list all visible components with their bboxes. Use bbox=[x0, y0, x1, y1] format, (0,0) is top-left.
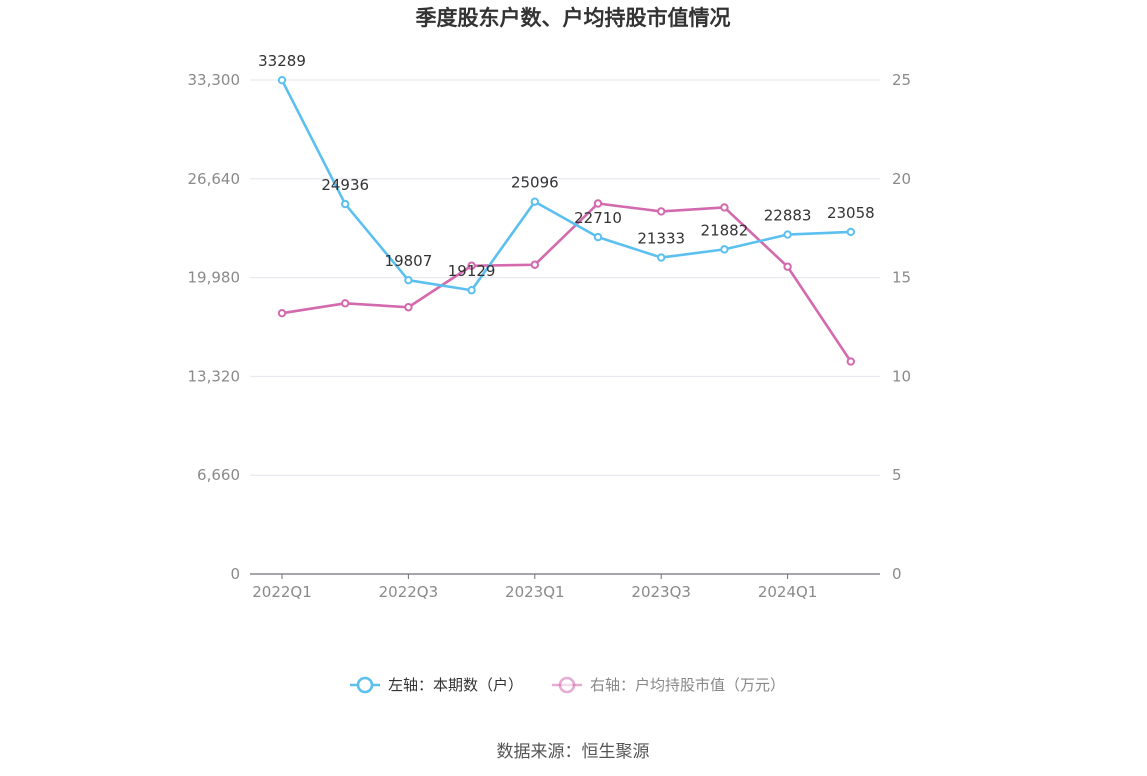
data-point-right bbox=[404, 303, 413, 312]
data-label: 21333 bbox=[637, 230, 685, 248]
data-point-right bbox=[467, 261, 476, 270]
data-label: 23058 bbox=[827, 204, 875, 222]
data-point-left bbox=[277, 75, 287, 85]
y-right-tick-label: 10 bbox=[892, 367, 911, 385]
y-left-tick-label: 6,660 bbox=[197, 466, 240, 484]
y-left-tick-label: 13,320 bbox=[188, 367, 241, 385]
chart-title: 季度股东户数、户均持股市值情况 bbox=[416, 6, 731, 30]
data-label: 33289 bbox=[258, 52, 306, 70]
legend-marker bbox=[356, 676, 374, 694]
data-point-left bbox=[593, 232, 603, 242]
axes: 0 6,660 13,320 19,980 26,640 33,300 0 5 10 15 20 25… bbox=[188, 71, 912, 601]
y-right-tick-label: 0 bbox=[892, 565, 902, 583]
y-left-tick-label: 33,300 bbox=[188, 71, 241, 89]
data-point-right bbox=[593, 199, 603, 208]
y-right-tick-label: 15 bbox=[892, 269, 911, 287]
y-left-tick-label: 26,640 bbox=[188, 170, 241, 188]
data-point-left bbox=[530, 197, 539, 206]
data-point-left bbox=[846, 227, 855, 237]
data-point-left bbox=[404, 275, 413, 285]
legend-marker bbox=[558, 676, 576, 694]
grid-lines bbox=[250, 79, 880, 476]
data-point-right bbox=[846, 357, 855, 366]
y-right-tick-label: 20 bbox=[892, 170, 911, 188]
data-label: 19129 bbox=[448, 262, 496, 280]
data-point-left bbox=[720, 245, 729, 254]
data-label: 24936 bbox=[321, 176, 369, 194]
data-point-left bbox=[783, 230, 792, 239]
x-tick-label: 2022Q3 bbox=[379, 583, 439, 601]
legend-item-1[interactable]: 右轴：户均持股市值（万元） bbox=[552, 676, 785, 694]
legend-item-0[interactable]: 左轴：本期数（户） bbox=[350, 676, 523, 694]
data-point-right bbox=[657, 207, 666, 216]
y-right-tick-label: 5 bbox=[892, 466, 902, 484]
series-line-right bbox=[281, 202, 852, 363]
data-label: 21882 bbox=[701, 221, 749, 239]
y-left-tick-label: 0 bbox=[230, 565, 240, 583]
data-label: 22883 bbox=[764, 207, 812, 225]
x-tick-label: 2023Q3 bbox=[631, 583, 691, 601]
data-point-right bbox=[277, 308, 287, 318]
legend[interactable]: 左轴：本期数（户） 右轴：户均持股市值（万元） bbox=[350, 676, 785, 694]
series-line-left bbox=[280, 79, 851, 292]
data-point-right bbox=[341, 299, 350, 308]
legend-label: 左轴：本期数（户） bbox=[388, 676, 523, 694]
data-point-right bbox=[530, 260, 539, 269]
x-tick-label: 2024Q1 bbox=[758, 583, 818, 601]
series-layer bbox=[277, 75, 855, 366]
data-point-right bbox=[720, 203, 729, 212]
data-point-right bbox=[783, 262, 792, 271]
x-tick-label: 2022Q1 bbox=[252, 583, 312, 601]
y-left-tick-label: 19,980 bbox=[188, 269, 241, 287]
data-point-left bbox=[657, 253, 666, 262]
data-labels: 33289 24936 19807 19129 25096 22710 21333 21882… bbox=[258, 52, 875, 280]
data-label: 22710 bbox=[574, 209, 622, 227]
y-right-tick-label: 25 bbox=[892, 71, 911, 89]
data-source: 数据来源：恒生聚源 bbox=[497, 742, 650, 762]
data-label: 19807 bbox=[385, 252, 433, 270]
legend-label: 右轴：户均持股市值（万元） bbox=[590, 676, 785, 694]
data-point-left bbox=[341, 199, 350, 209]
data-label: 25096 bbox=[511, 174, 559, 192]
x-tick-label: 2023Q1 bbox=[505, 583, 565, 601]
data-point-left bbox=[467, 286, 476, 295]
